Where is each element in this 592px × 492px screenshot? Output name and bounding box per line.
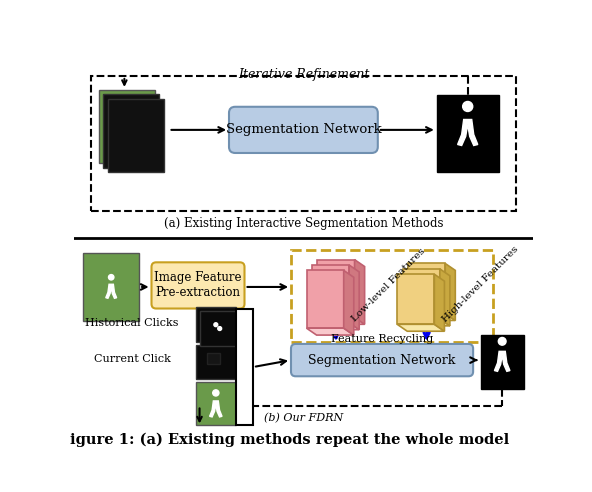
Bar	[91, 76, 516, 211]
FancyBboxPatch shape	[291, 344, 473, 376]
Polygon shape	[349, 265, 359, 330]
Bar	[83, 253, 139, 321]
Bar	[104, 94, 159, 168]
Text: Image Feature
Pre-extraction: Image Feature Pre-extraction	[155, 272, 242, 300]
Bar	[196, 345, 236, 379]
Polygon shape	[307, 271, 344, 328]
Polygon shape	[408, 264, 445, 313]
Circle shape	[498, 338, 506, 345]
Polygon shape	[435, 274, 445, 331]
Bar	[108, 99, 164, 172]
Bar	[196, 382, 236, 425]
Polygon shape	[312, 323, 359, 330]
Circle shape	[213, 390, 219, 396]
Polygon shape	[355, 260, 365, 324]
Circle shape	[218, 327, 221, 331]
Polygon shape	[440, 269, 450, 326]
Circle shape	[463, 101, 473, 112]
Bar	[236, 309, 253, 425]
FancyBboxPatch shape	[152, 262, 244, 308]
Polygon shape	[403, 319, 450, 326]
Text: Low-level Features: Low-level Features	[350, 246, 427, 323]
Text: igure 1: (a) Existing methods repeat the whole model: igure 1: (a) Existing methods repeat the…	[70, 432, 509, 447]
Polygon shape	[210, 401, 222, 417]
Polygon shape	[307, 328, 354, 335]
Polygon shape	[445, 264, 455, 320]
Polygon shape	[408, 313, 455, 320]
Polygon shape	[397, 274, 435, 324]
Bar	[437, 95, 498, 172]
Bar	[207, 353, 220, 364]
Text: Current Click: Current Click	[94, 354, 170, 365]
Polygon shape	[317, 260, 355, 317]
Polygon shape	[397, 324, 445, 331]
Text: Segmentation Network: Segmentation Network	[226, 123, 381, 136]
Circle shape	[214, 323, 218, 327]
Text: High-level Features: High-level Features	[440, 245, 520, 324]
Polygon shape	[403, 269, 440, 319]
Text: Historical Clicks: Historical Clicks	[85, 318, 179, 328]
Polygon shape	[458, 120, 478, 146]
Bar	[196, 307, 236, 342]
Text: (b) Our FDRN: (b) Our FDRN	[264, 413, 343, 424]
Polygon shape	[312, 265, 349, 323]
Bar	[291, 250, 493, 342]
Text: Feature Recycling: Feature Recycling	[330, 334, 433, 344]
Polygon shape	[106, 284, 117, 298]
Circle shape	[108, 275, 114, 280]
Polygon shape	[317, 317, 365, 324]
Text: (a) Existing Interactive Segmentation Methods: (a) Existing Interactive Segmentation Me…	[163, 217, 443, 230]
Bar	[99, 90, 155, 163]
Bar	[200, 311, 240, 346]
Polygon shape	[494, 351, 510, 371]
Text: Segmentation Network: Segmentation Network	[308, 354, 456, 367]
FancyBboxPatch shape	[229, 107, 378, 153]
Text: Iterative Refinement: Iterative Refinement	[238, 68, 369, 81]
Polygon shape	[344, 271, 354, 335]
Bar	[481, 335, 523, 389]
